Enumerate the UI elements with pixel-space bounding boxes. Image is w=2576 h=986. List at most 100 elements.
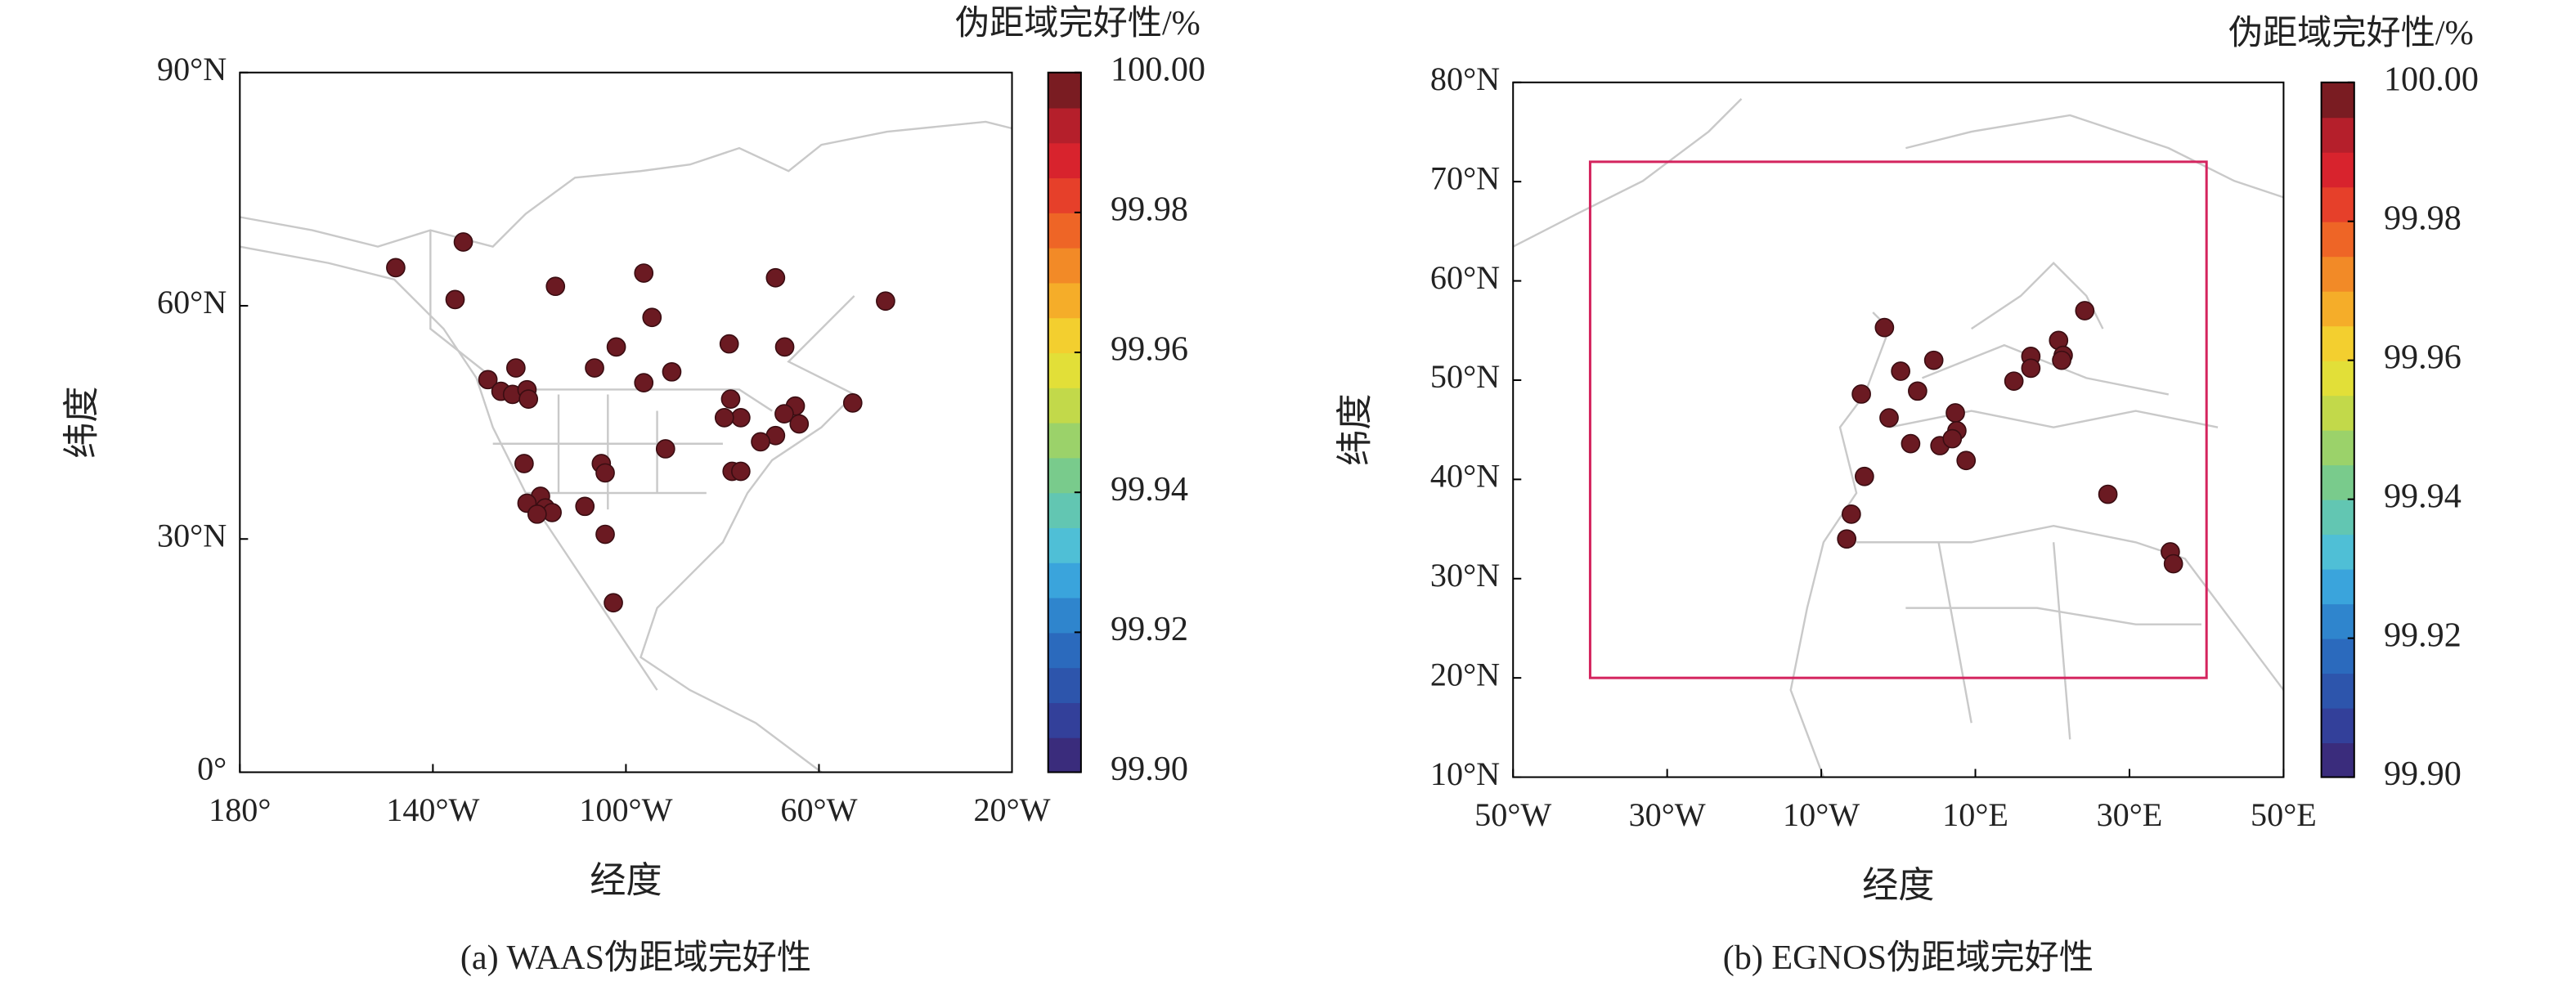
data-point <box>585 358 604 378</box>
data-point <box>720 389 741 409</box>
data-point <box>506 358 526 378</box>
data-point <box>478 370 498 390</box>
y-tick-label: 30°N <box>157 517 227 554</box>
data-point <box>1923 350 1944 370</box>
colorbar-band <box>1048 492 1081 528</box>
data-point <box>789 414 810 434</box>
data-point <box>719 334 739 354</box>
data-point <box>1851 384 1871 404</box>
colorbar-band <box>1048 317 1081 354</box>
plot-frame <box>239 71 1013 773</box>
colorbar-band <box>2321 256 2354 292</box>
colorbar-band <box>2321 221 2354 258</box>
data-point <box>1841 504 1861 524</box>
data-point <box>2075 301 2095 320</box>
colorbar-band <box>2321 290 2354 327</box>
colorbar-band <box>1048 737 1081 773</box>
colorbar-band <box>1048 457 1081 494</box>
data-point <box>1956 450 1977 471</box>
border <box>1889 343 2219 740</box>
x-tick-label: 60°W <box>780 791 857 828</box>
colorbar-band <box>1048 701 1081 738</box>
data-point <box>595 463 615 483</box>
y-tick-label: 60°N <box>157 284 227 320</box>
data-point <box>2163 554 2183 574</box>
colorbar-band <box>1048 212 1081 249</box>
x-tick-label: 20°W <box>973 791 1050 828</box>
coastline <box>240 120 1012 773</box>
x-tick-label: 140°W <box>386 791 479 828</box>
colorbar-band <box>1048 72 1081 109</box>
colorbar-band <box>2321 603 2354 639</box>
colorbar-tick-label: 99.98 <box>2384 199 2462 237</box>
y-tick-label: 20°N <box>1430 656 1500 692</box>
colorbar-band <box>2321 638 2354 675</box>
data-point <box>595 524 615 545</box>
colorbar-band <box>2321 360 2354 397</box>
data-point <box>751 432 770 452</box>
colorbar-band <box>1048 142 1081 179</box>
colorbar-label: 伪距域完好性/% <box>2228 14 2474 52</box>
x-axis-label: 经度 <box>1862 865 1934 905</box>
colorbar-tick-label: 100.00 <box>1111 50 1205 88</box>
data-point <box>518 389 539 409</box>
data-point <box>774 337 795 357</box>
region-box <box>1588 160 2208 679</box>
colorbar-band <box>2321 186 2354 222</box>
data-point <box>1945 403 1965 423</box>
data-point <box>714 408 734 428</box>
data-point <box>1891 361 1910 381</box>
colorbar-label: 伪距域完好性/% <box>955 4 1200 43</box>
x-tick-label: 50°W <box>1474 796 1551 833</box>
data-point <box>453 232 473 252</box>
x-tick-label: 10°E <box>1942 796 2008 833</box>
data-point <box>662 361 682 382</box>
colorbar-band <box>2321 673 2354 709</box>
colorbar-tick-label: 99.96 <box>2384 338 2462 376</box>
data-point <box>655 439 675 459</box>
x-tick-label: 10°W <box>1783 796 1860 833</box>
data-point <box>634 373 654 392</box>
colorbar-band <box>1048 597 1081 634</box>
x-tick-label: 180° <box>209 791 271 828</box>
colorbar-tick-label: 99.94 <box>2384 477 2462 515</box>
coastline <box>1512 98 2285 778</box>
data-point <box>842 392 863 413</box>
colorbar-tick-label: 99.98 <box>1111 190 1188 229</box>
caption: (b) EGNOS伪距域完好性 <box>1723 939 2094 977</box>
colorbar-band <box>2321 568 2354 605</box>
colorbar-tick-label: 99.90 <box>2384 755 2462 793</box>
colorbar-band <box>2321 395 2354 431</box>
data-point <box>1837 529 1857 549</box>
colorbar-band <box>2321 464 2354 500</box>
data-point <box>730 461 751 482</box>
data-point <box>386 258 406 278</box>
colorbar-band <box>1048 107 1081 144</box>
data-point <box>514 454 534 473</box>
y-tick-label: 70°N <box>1430 159 1500 196</box>
data-point <box>1879 408 1899 428</box>
colorbar-band <box>1048 352 1081 388</box>
y-axis-label: 纬度 <box>1335 393 1376 465</box>
colorbar-tick-label: 100.00 <box>2384 60 2479 98</box>
colorbar-band <box>2321 117 2354 153</box>
caption: (a) WAAS伪距域完好性 <box>460 939 811 977</box>
y-tick-label: 30°N <box>1430 557 1500 594</box>
colorbar-band <box>1048 177 1081 213</box>
x-tick-label: 50°E <box>2251 796 2317 833</box>
data-point <box>2052 350 2071 370</box>
y-tick-label: 10°N <box>1430 755 1500 792</box>
data-point <box>527 504 547 524</box>
colorbar-band <box>2321 151 2354 188</box>
map-outline-north-america <box>240 120 1012 773</box>
map-outline-europe <box>1512 98 2285 778</box>
data-point <box>2004 371 2024 392</box>
data-point <box>1874 317 1895 338</box>
data-point <box>765 267 786 288</box>
x-tick-label: 100°W <box>579 791 672 828</box>
colorbar-band <box>1048 527 1081 563</box>
plot-frame <box>1512 81 2285 778</box>
colorbar-band <box>1048 387 1081 424</box>
data-point <box>604 593 623 613</box>
colorbar-tick-label: 99.96 <box>1111 330 1188 369</box>
